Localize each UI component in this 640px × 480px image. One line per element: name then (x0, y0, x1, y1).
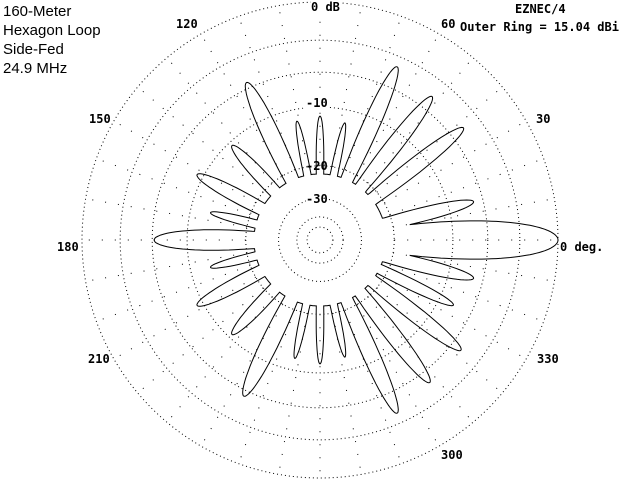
grid-spoke (384, 120, 527, 204)
grid-ring (296, 216, 344, 264)
grid-spoke (113, 276, 256, 360)
grid-spoke (384, 276, 527, 360)
grid-spoke (356, 304, 440, 447)
angle-label-120: 120 (176, 17, 198, 31)
grid-spoke (278, 5, 308, 168)
angle-label-30: 30 (536, 112, 551, 126)
ring-label-30: -30 (306, 192, 328, 206)
grid-ring (151, 71, 489, 409)
title-line-4: 24.9 MHz (3, 60, 68, 77)
ring-label-0db: 0 dB (311, 0, 340, 14)
outer-ring-label: Outer Ring = 15.04 dBi (460, 20, 619, 34)
title-line-1: 160-Meter (3, 3, 72, 20)
radiation-pattern-trace (153, 66, 559, 414)
grid-spoke (166, 57, 273, 184)
angle-label-60: 60 (441, 17, 456, 31)
grid-spoke (96, 264, 251, 322)
grid-spoke (389, 158, 544, 216)
grid-spoke (113, 120, 256, 204)
ring-label-20: -20 (306, 159, 328, 173)
grid-spoke (356, 33, 440, 176)
grid-spoke (96, 158, 251, 216)
grid-ring (278, 198, 362, 282)
grid-spoke (389, 264, 544, 322)
grid-spoke (137, 287, 264, 394)
angle-label-180: 180 (57, 240, 79, 254)
grid-spoke (200, 304, 284, 447)
program-label: EZNEC/4 (515, 2, 566, 16)
grid-spoke (367, 57, 474, 184)
grid-spoke (376, 287, 503, 394)
title-line-3: Side-Fed (3, 41, 64, 58)
title-line-2: Hexagon Loop (3, 22, 101, 39)
grid-ring (186, 106, 454, 374)
grid-spoke (376, 86, 503, 193)
grid-spoke (166, 296, 273, 423)
grid-ring (306, 226, 334, 254)
angle-label-210: 210 (88, 352, 110, 366)
angle-label-330: 330 (537, 352, 559, 366)
ring-label-10: -10 (306, 96, 328, 110)
angle-label-0: 0 deg. (560, 240, 604, 254)
grid-spoke (137, 86, 264, 193)
grid-ring (245, 165, 395, 315)
angle-label-300: 300 (441, 448, 463, 462)
grid-ring (81, 1, 559, 479)
grid-ring (119, 39, 521, 441)
grid-spoke (238, 309, 296, 464)
angle-label-150: 150 (89, 112, 111, 126)
